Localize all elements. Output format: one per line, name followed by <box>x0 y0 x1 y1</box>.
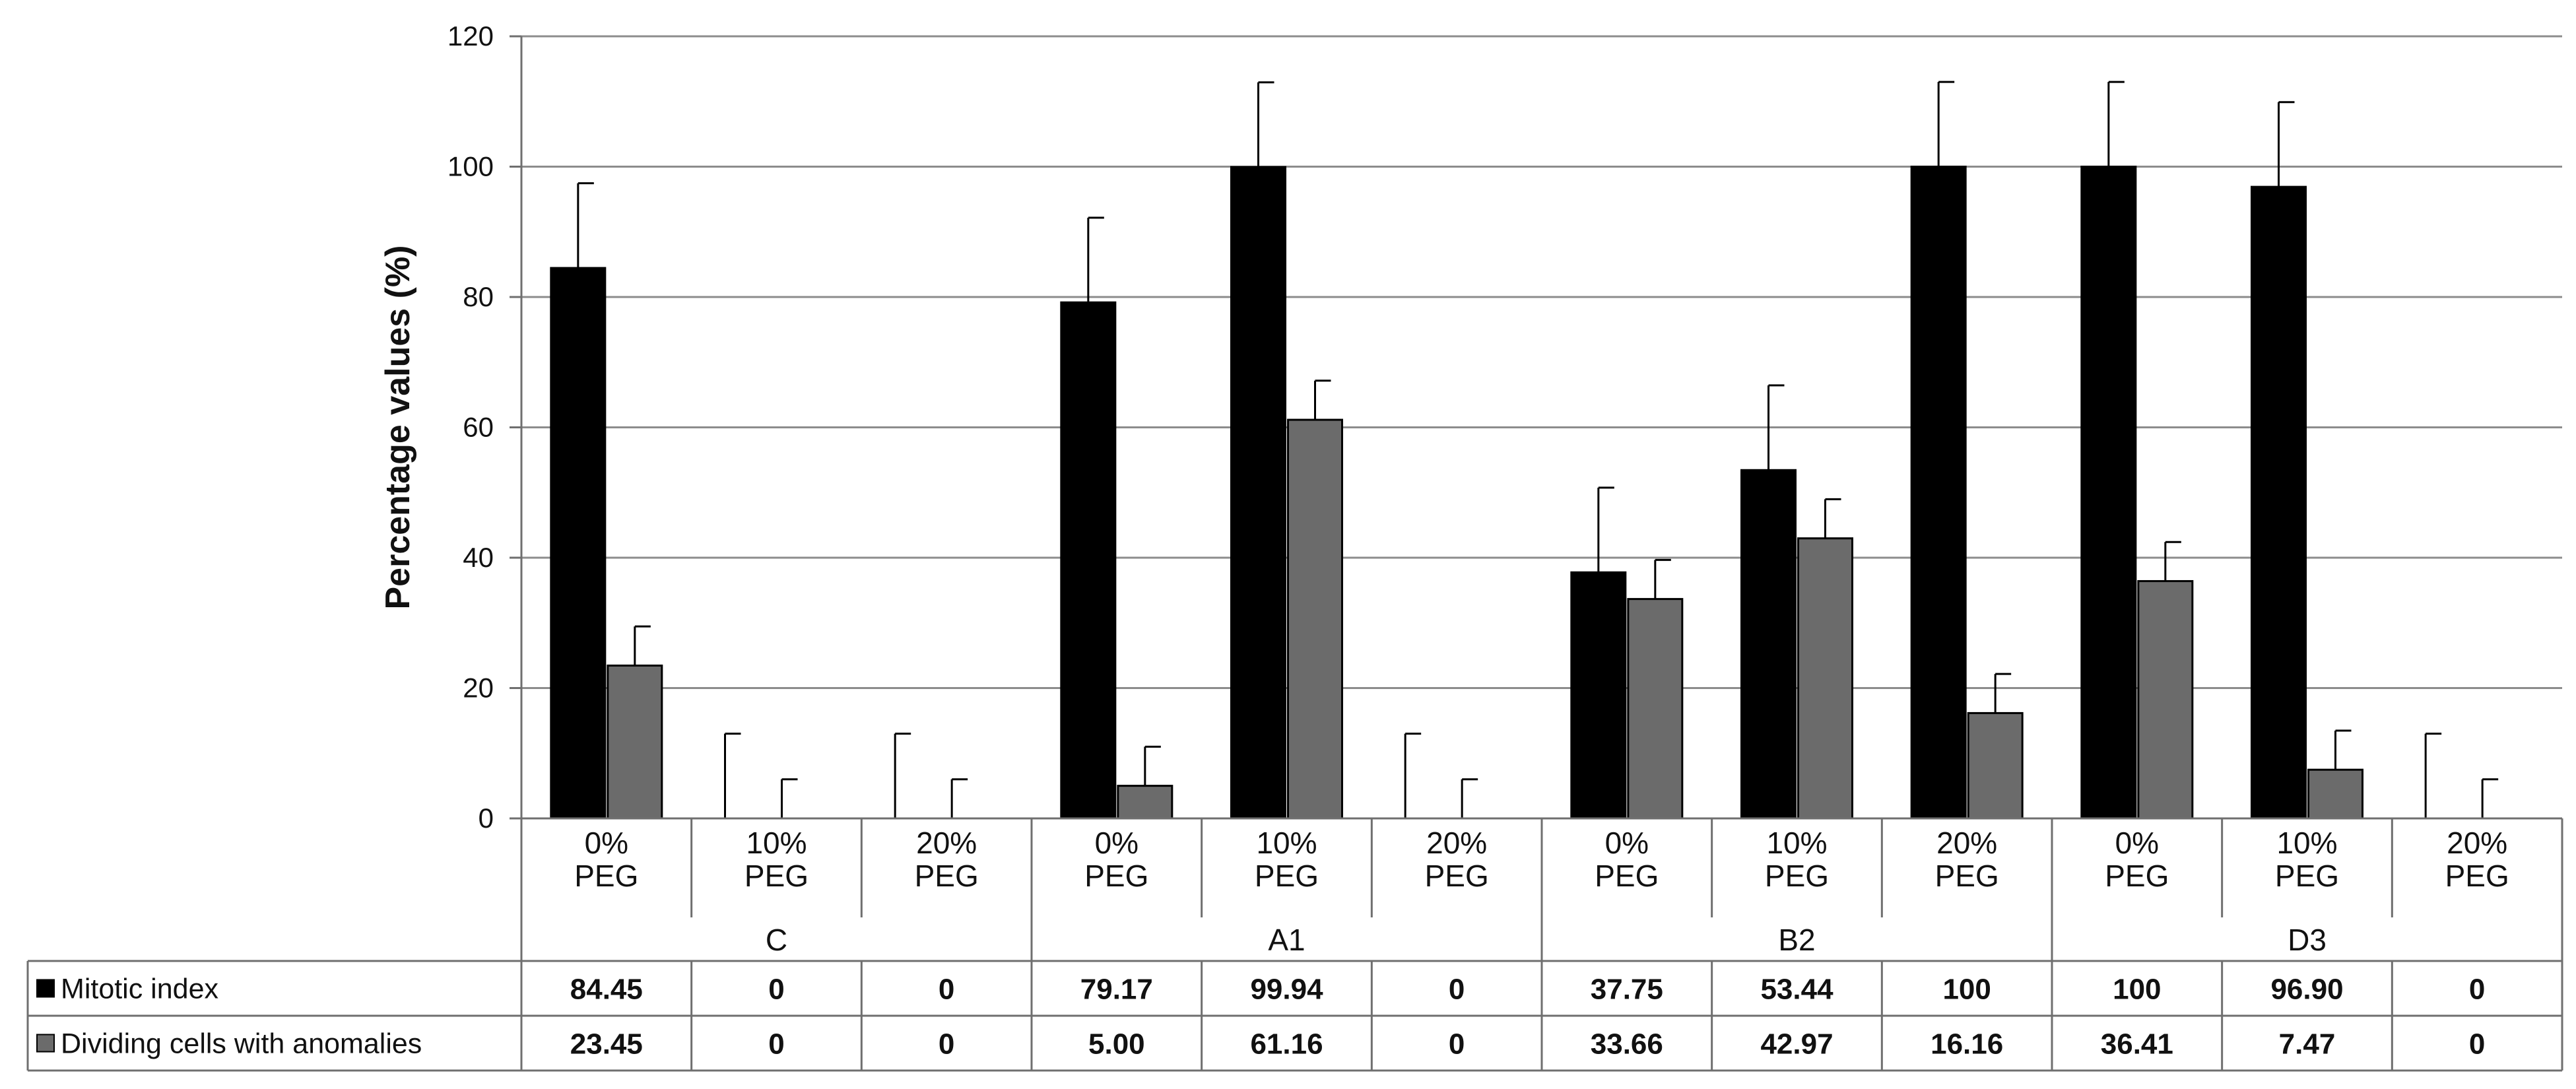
group-label: A1 <box>1268 923 1305 957</box>
legend-key-mitotic-index <box>36 979 55 998</box>
bar-dividing-cells-anomalies <box>1967 711 2024 820</box>
x-tick-label: 10% <box>746 826 807 860</box>
data-label: 96.90 <box>2270 974 2343 1006</box>
y-tick-label: 120 <box>447 20 494 51</box>
x-tick-label: 0% <box>585 826 628 860</box>
data-label: 100 <box>1942 974 1991 1006</box>
data-label: 61.16 <box>1250 1028 1323 1061</box>
y-axis-title: Percentage values (%) <box>379 245 417 609</box>
bar-mitotic-index <box>1230 166 1286 820</box>
y-tick-label: 20 <box>463 673 494 704</box>
data-label: 16.16 <box>1931 1028 2003 1061</box>
group-label: C <box>766 923 787 957</box>
x-tick-label: PEG <box>1255 859 1319 893</box>
bar-dividing-cells-anomalies <box>1287 418 1343 820</box>
data-label: 42.97 <box>1760 1028 1833 1061</box>
bar-mitotic-index <box>550 267 607 820</box>
data-label: 37.75 <box>1591 974 1663 1006</box>
x-tick-label: 10% <box>2276 826 2337 860</box>
bar-dividing-cells-anomalies <box>1797 537 1853 820</box>
x-tick-label: 20% <box>1426 826 1487 860</box>
data-label: 99.94 <box>1250 974 1323 1006</box>
bar-mitotic-index <box>1740 469 1797 820</box>
bar-mitotic-index <box>2080 166 2137 820</box>
bar-dividing-cells-anomalies <box>1117 785 1173 820</box>
bar-dividing-cells-anomalies <box>2307 768 2363 820</box>
y-tick-label: 100 <box>447 151 494 182</box>
y-tick-label: 0 <box>479 803 494 834</box>
y-tick-label: 60 <box>463 412 494 443</box>
x-tick-label: PEG <box>1595 859 1659 893</box>
data-label: 33.66 <box>1591 1028 1663 1061</box>
x-tick-label: PEG <box>1935 859 1999 893</box>
bar-dividing-cells-anomalies <box>2137 579 2194 820</box>
data-label: 7.47 <box>2279 1028 2336 1061</box>
x-tick-label: PEG <box>744 859 809 893</box>
x-tick-label: PEG <box>915 859 979 893</box>
x-tick-label: PEG <box>2105 859 2169 893</box>
bar-dividing-cells-anomalies <box>607 664 663 820</box>
data-label: 0 <box>2469 974 2485 1006</box>
legend-label: Mitotic index <box>61 974 218 1005</box>
y-tick-label: 40 <box>463 542 494 573</box>
data-label: 0 <box>768 1028 784 1061</box>
y-tick-label: 80 <box>463 281 494 312</box>
x-tick-label: 10% <box>1256 826 1317 860</box>
x-tick-label: PEG <box>2445 859 2509 893</box>
data-label: 84.45 <box>570 974 643 1006</box>
x-tick-label: 20% <box>916 826 977 860</box>
legend-label: Dividing cells with anomalies <box>61 1028 422 1060</box>
bar-mitotic-index <box>2251 185 2307 820</box>
bars <box>550 81 2499 820</box>
x-tick-label: 20% <box>2447 826 2507 860</box>
data-label: 0 <box>939 1028 954 1061</box>
data-label: 5.00 <box>1088 1028 1145 1061</box>
x-tick-label: PEG <box>1765 859 1829 893</box>
data-label: 100 <box>2113 974 2161 1006</box>
x-tick-label: 0% <box>1095 826 1139 860</box>
legend-key-dividing-cells-anomalies <box>36 1034 55 1053</box>
data-label: 0 <box>2469 1028 2485 1061</box>
x-tick-label: 10% <box>1766 826 1827 860</box>
data-label: 53.44 <box>1760 974 1833 1006</box>
bar-mitotic-index <box>1910 166 1967 820</box>
data-label: 0 <box>768 974 784 1006</box>
data-label: 0 <box>939 974 954 1006</box>
group-label: B2 <box>1778 923 1815 957</box>
x-tick-label: 20% <box>1936 826 1997 860</box>
bar-mitotic-index <box>1570 571 1627 820</box>
data-label: 0 <box>1449 974 1465 1006</box>
bar-dividing-cells-anomalies <box>1627 598 1684 820</box>
data-label: 0 <box>1449 1028 1465 1061</box>
x-tick-label: PEG <box>2275 859 2339 893</box>
gridlines <box>521 35 2562 689</box>
data-label: 36.41 <box>2101 1028 2173 1061</box>
data-label: 79.17 <box>1080 974 1153 1006</box>
data-table: Mitotic index 84.45 0 0 79.17 99.94 0 37.75 53.4… <box>26 960 2563 1072</box>
data-label: 23.45 <box>570 1028 643 1061</box>
x-tick-label: PEG <box>1084 859 1148 893</box>
x-tick-label: PEG <box>1425 859 1489 893</box>
x-tick-label: 0% <box>1605 826 1649 860</box>
bar-mitotic-index <box>1060 301 1117 820</box>
x-tick-label: 0% <box>2115 826 2159 860</box>
x-tick-label: PEG <box>574 859 638 893</box>
group-label: D3 <box>2288 923 2327 957</box>
